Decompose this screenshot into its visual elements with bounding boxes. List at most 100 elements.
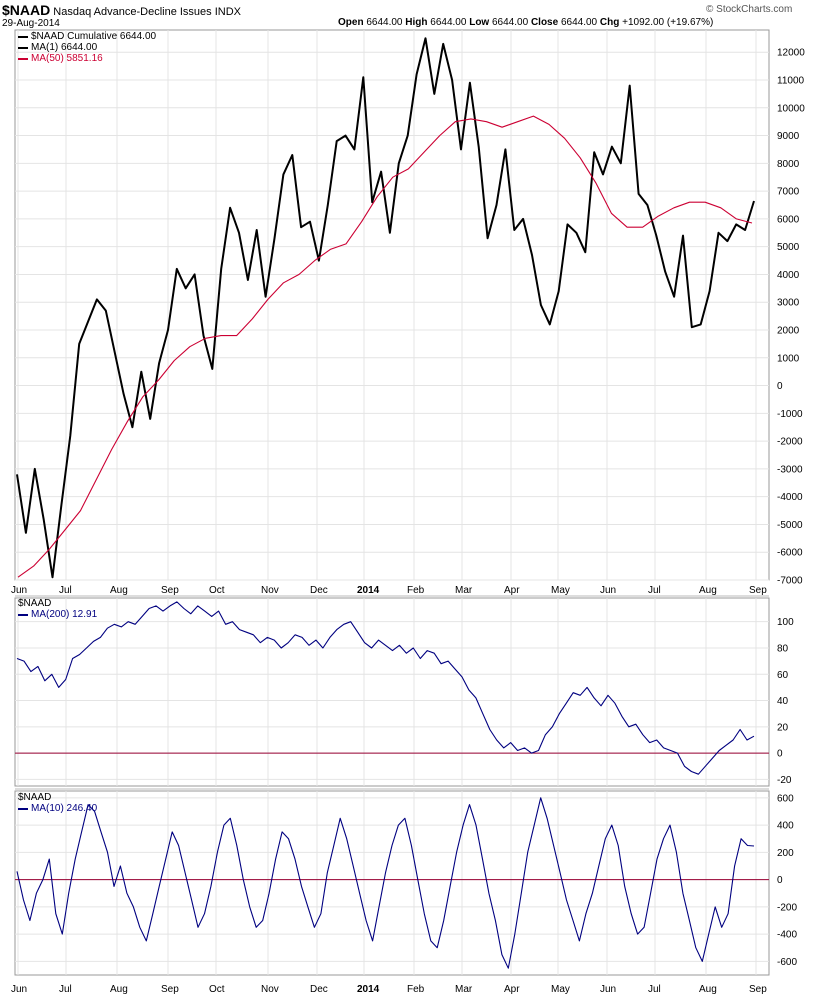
y-tick-label: 80 xyxy=(777,643,789,654)
series-line-ma-50- xyxy=(17,115,753,578)
y-tick-label: 2000 xyxy=(777,326,800,337)
y-tick-label: 0 xyxy=(777,875,783,886)
x-tick-label: Feb xyxy=(407,984,425,995)
y-tick-label: 0 xyxy=(777,749,783,760)
y-tick-label: 4000 xyxy=(777,270,800,281)
chart-date: 29-Aug-2014 xyxy=(2,18,60,29)
x-tick-label: May xyxy=(551,984,570,995)
legend-label: MA(10) 246.40 xyxy=(31,803,98,814)
index-name: Nasdaq Advance-Decline Issues xyxy=(53,6,212,18)
x-tick-label: Aug xyxy=(699,984,717,995)
legend-label: MA(1) 6644.00 xyxy=(31,42,98,53)
legend-swatch xyxy=(18,35,28,38)
x-tick-label: Jul xyxy=(59,585,72,596)
panel-frame xyxy=(14,597,770,787)
x-tick-label: Jun xyxy=(11,585,27,596)
x-tick-label: Aug xyxy=(110,984,128,995)
y-tick-label: -20 xyxy=(777,775,792,786)
y-tick-label: 7000 xyxy=(777,187,800,198)
x-tick-label: Jul xyxy=(648,984,661,995)
x-tick-label: Mar xyxy=(455,984,473,995)
x-tick-label: Jun xyxy=(600,585,616,596)
legend-swatch xyxy=(18,613,28,616)
y-tick-label: 5000 xyxy=(777,242,800,253)
legend-swatch xyxy=(18,807,28,810)
y-tick-label: 100 xyxy=(777,617,794,628)
y-tick-label: 20 xyxy=(777,722,789,733)
series-line-ma-200- xyxy=(16,601,755,775)
y-tick-label: 40 xyxy=(777,696,789,707)
y-tick-label: -200 xyxy=(777,902,797,913)
x-tick-label: Oct xyxy=(209,984,225,995)
legend-swatch xyxy=(18,46,28,49)
y-tick-label: -6000 xyxy=(777,548,803,559)
close-value: 6644.00 xyxy=(560,17,598,28)
y-tick-label: -5000 xyxy=(777,520,803,531)
y-tick-label: -4000 xyxy=(777,492,803,503)
legend-item: MA(10) 246.40 xyxy=(18,803,97,814)
open-value: 6644.00 xyxy=(366,17,403,28)
series-line-ma-10- xyxy=(16,797,755,969)
x-tick-label: Apr xyxy=(504,984,520,995)
x-tick-label: Feb xyxy=(407,585,425,596)
y-tick-label: -400 xyxy=(777,930,797,941)
y-tick-label: 11000 xyxy=(777,76,805,87)
legend-label: $NAAD xyxy=(18,792,52,803)
chart-title: $NAAD Nasdaq Advance-Decline Issues INDX xyxy=(2,2,241,18)
y-tick-label: -600 xyxy=(777,957,797,968)
x-tick-label: Dec xyxy=(310,585,328,596)
high-value: 6644.00 xyxy=(430,17,467,28)
x-tick-label: May xyxy=(551,585,570,596)
x-tick-label: Sep xyxy=(749,984,767,995)
y-tick-label: 10000 xyxy=(777,103,805,114)
legend-middle: $NAAD MA(200) 12.91 xyxy=(18,598,97,620)
x-tick-label: Oct xyxy=(209,585,225,596)
legend-label: $NAAD xyxy=(18,598,52,609)
ohlc-bar: Open 6644.00 High 6644.00 Low 6644.00 Cl… xyxy=(338,17,713,28)
watermark: © StockCharts.com xyxy=(706,4,793,15)
y-tick-label: -1000 xyxy=(777,409,803,420)
x-tick-label: Nov xyxy=(261,984,279,995)
legend-item: $NAAD Cumulative 6644.00 xyxy=(18,31,156,42)
x-tick-label: Aug xyxy=(110,585,128,596)
legend-bottom: $NAAD MA(10) 246.40 xyxy=(18,792,97,814)
low-label: Low xyxy=(469,17,490,28)
legend-label: MA(200) 12.91 xyxy=(31,609,98,620)
y-tick-label: 200 xyxy=(777,848,794,859)
y-tick-label: 3000 xyxy=(777,298,800,309)
legend-label: MA(50) 5851.16 xyxy=(31,53,103,64)
symbol: $NAAD xyxy=(2,2,51,18)
exchange: INDX xyxy=(214,6,242,18)
x-tick-label: Jun xyxy=(11,984,27,995)
legend-swatch xyxy=(18,57,28,60)
series-line--naad-cumulative xyxy=(16,37,755,579)
x-tick-label: Apr xyxy=(504,585,520,596)
x-tick-label: Mar xyxy=(455,585,473,596)
panel-frame xyxy=(14,29,770,581)
y-tick-label: 12000 xyxy=(777,48,805,59)
y-tick-label: -7000 xyxy=(777,576,803,587)
x-tick-label: 2014 xyxy=(357,984,380,995)
open-label: Open xyxy=(338,17,364,28)
x-tick-label: Sep xyxy=(749,585,767,596)
x-tick-label: Jul xyxy=(648,585,661,596)
x-tick-label: Dec xyxy=(310,984,328,995)
y-tick-label: 600 xyxy=(777,793,794,804)
y-tick-label: -3000 xyxy=(777,464,803,475)
y-tick-label: 8000 xyxy=(777,159,800,170)
x-tick-label: Sep xyxy=(161,984,179,995)
legend-item: MA(50) 5851.16 xyxy=(18,53,156,64)
low-value: 6644.00 xyxy=(492,17,529,28)
x-tick-label: Jun xyxy=(600,984,616,995)
x-tick-label: 2014 xyxy=(357,585,380,596)
legend-item: $NAAD xyxy=(18,598,97,609)
y-tick-label: 0 xyxy=(777,381,783,392)
y-tick-label: 60 xyxy=(777,670,789,681)
chg-value: +1092.00 (+19.67%) xyxy=(622,17,714,28)
legend-item: MA(1) 6644.00 xyxy=(18,42,156,53)
legend-price: $NAAD Cumulative 6644.00 MA(1) 6644.00 M… xyxy=(18,31,156,64)
x-tick-label: Sep xyxy=(161,585,179,596)
legend-item: $NAAD xyxy=(18,792,97,803)
